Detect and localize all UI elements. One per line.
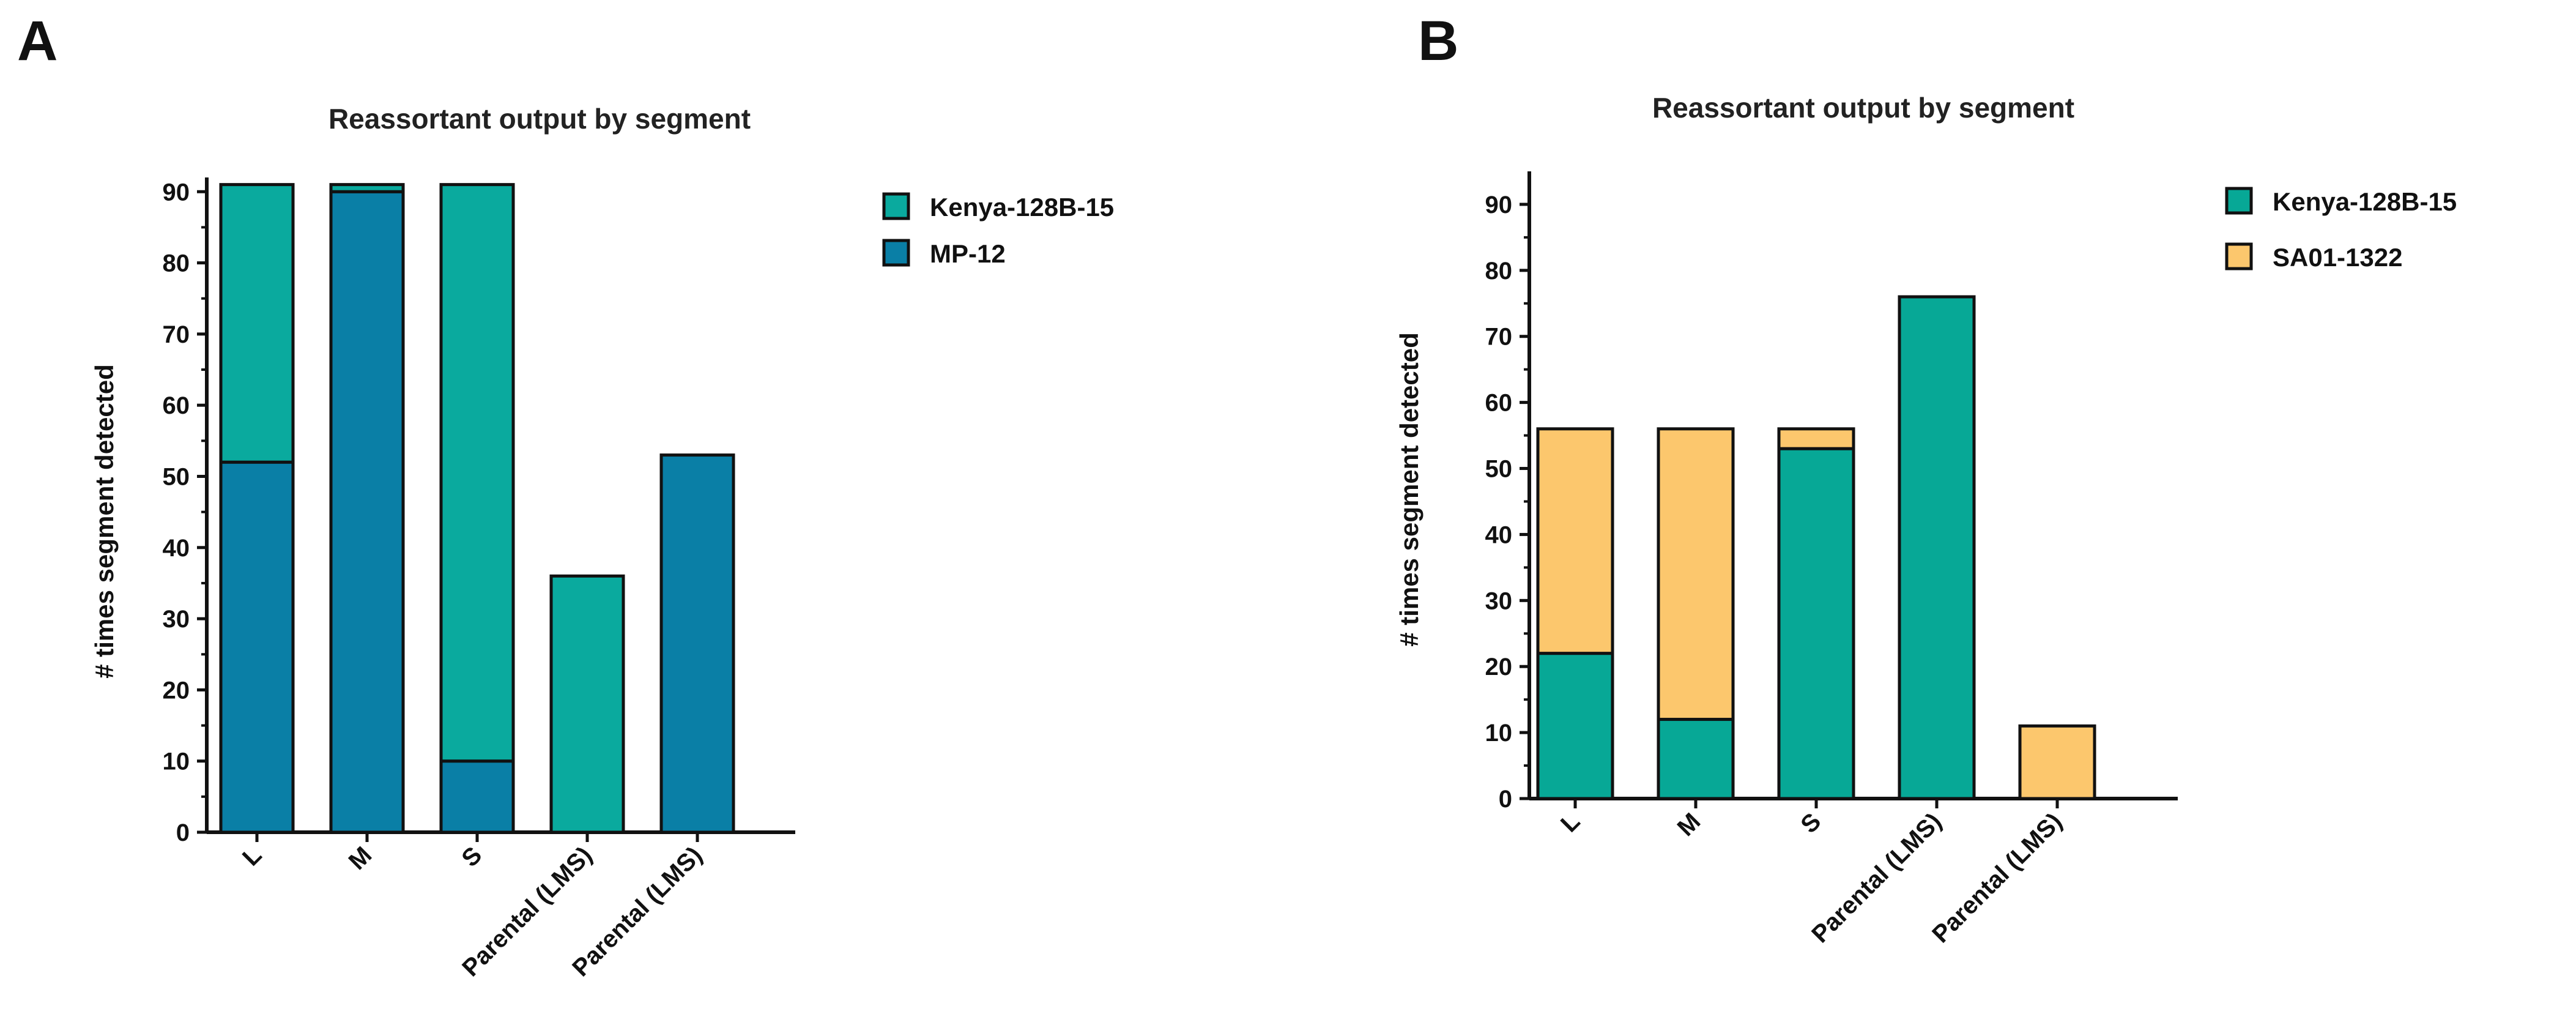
- chart-a-y-tick-label: 20: [163, 677, 190, 704]
- chart-b-y-tick-label: 30: [1485, 587, 1513, 614]
- chart-b-y-tick-label: 10: [1485, 720, 1513, 747]
- legend-a-label-kenya-128b-15: Kenya-128B-15: [930, 193, 1114, 222]
- chart-a-y-tick-label: 70: [163, 321, 190, 348]
- chart-b-category-label: Parental (LMS): [1806, 808, 1947, 948]
- chart-b-category-label: L: [1556, 808, 1585, 837]
- chart-b-y-axis-label: # times segment detected: [1395, 332, 1423, 647]
- chart-a-y-tick-label: 50: [163, 463, 190, 490]
- chart-a-bar-kenya-128b-15-0: [219, 183, 295, 464]
- chart-a-bar-mp-12-0: [219, 460, 295, 834]
- chart-a-bar-mp-12-2: [439, 759, 515, 834]
- chart-b-y-tick-label: 90: [1485, 192, 1513, 218]
- chart-b-bar-kenya-128b-15-3: [1898, 295, 1976, 800]
- chart-b-bar-sa01-1322-0: [1536, 427, 1614, 655]
- chart-a-y-tick-label: 60: [163, 392, 190, 419]
- chart-a-category-label: S: [456, 841, 487, 872]
- chart-a-bar-mp-12-4: [659, 453, 735, 834]
- chart-b-category-label: Parental (LMS): [1927, 808, 2067, 948]
- chart-b-bar-sa01-1322-1: [1657, 427, 1735, 721]
- panel-letter-b: B: [1418, 10, 1458, 72]
- chart-b-y-tick-label: 0: [1499, 786, 1512, 813]
- chart-b-category-label: M: [1672, 808, 1706, 841]
- chart-b-y-tick-label: 70: [1485, 324, 1513, 351]
- chart-a-y-tick-label: 10: [163, 748, 190, 775]
- chart-b-category-label: S: [1795, 808, 1826, 838]
- legend-a-swatch-kenya-128b-15: [882, 192, 910, 220]
- legend-a-swatch-mp-12: [882, 239, 910, 267]
- chart-b-bar-kenya-128b-15-1: [1657, 718, 1735, 800]
- chart-b-y-tick-label: 50: [1485, 456, 1513, 483]
- chart-a-y-tick-label: 30: [163, 606, 190, 633]
- chart-a-bar-kenya-128b-15-3: [549, 574, 625, 834]
- chart-a-y-axis-label: # times segment detected: [90, 364, 119, 679]
- chart-a-y-tick-label: 40: [163, 535, 190, 562]
- legend-b-label-kenya-128b-15: Kenya-128B-15: [2273, 187, 2457, 216]
- chart-b-bar-sa01-1322-4: [2018, 724, 2096, 800]
- panel-letter-a: A: [17, 10, 58, 72]
- chart-a-title: Reassortant output by segment: [328, 103, 751, 135]
- chart-b-bar-kenya-128b-15-2: [1777, 447, 1855, 800]
- chart-b-title: Reassortant output by segment: [1652, 92, 2074, 124]
- chart-a-category-label: M: [344, 841, 377, 875]
- legend-b-swatch-sa01-1322: [2225, 242, 2253, 270]
- chart-a-bar-mp-12-1: [329, 190, 405, 834]
- chart-b-bar-kenya-128b-15-0: [1536, 652, 1614, 800]
- chart-b-bar-sa01-1322-2: [1777, 427, 1855, 450]
- legend-b-swatch-kenya-128b-15: [2225, 187, 2253, 215]
- chart-b-y-tick-label: 40: [1485, 521, 1513, 548]
- legend-b-label-sa01-1322: SA01-1322: [2273, 243, 2402, 272]
- chart-a-y-tick-label: 80: [163, 250, 190, 277]
- chart-a-y-tick-label: 90: [163, 179, 190, 206]
- chart-a-bar-kenya-128b-15-1: [329, 183, 405, 193]
- legend-a-label-mp-12: MP-12: [930, 239, 1006, 268]
- chart-b-y-tick-label: 60: [1485, 390, 1513, 417]
- chart-b-y-tick-label: 20: [1485, 654, 1513, 680]
- chart-b-y-tick-label: 80: [1485, 258, 1513, 285]
- chart-a-category-label: L: [237, 841, 267, 871]
- chart-a-bar-kenya-128b-15-2: [439, 183, 515, 763]
- chart-a-y-tick-label: 0: [176, 819, 190, 846]
